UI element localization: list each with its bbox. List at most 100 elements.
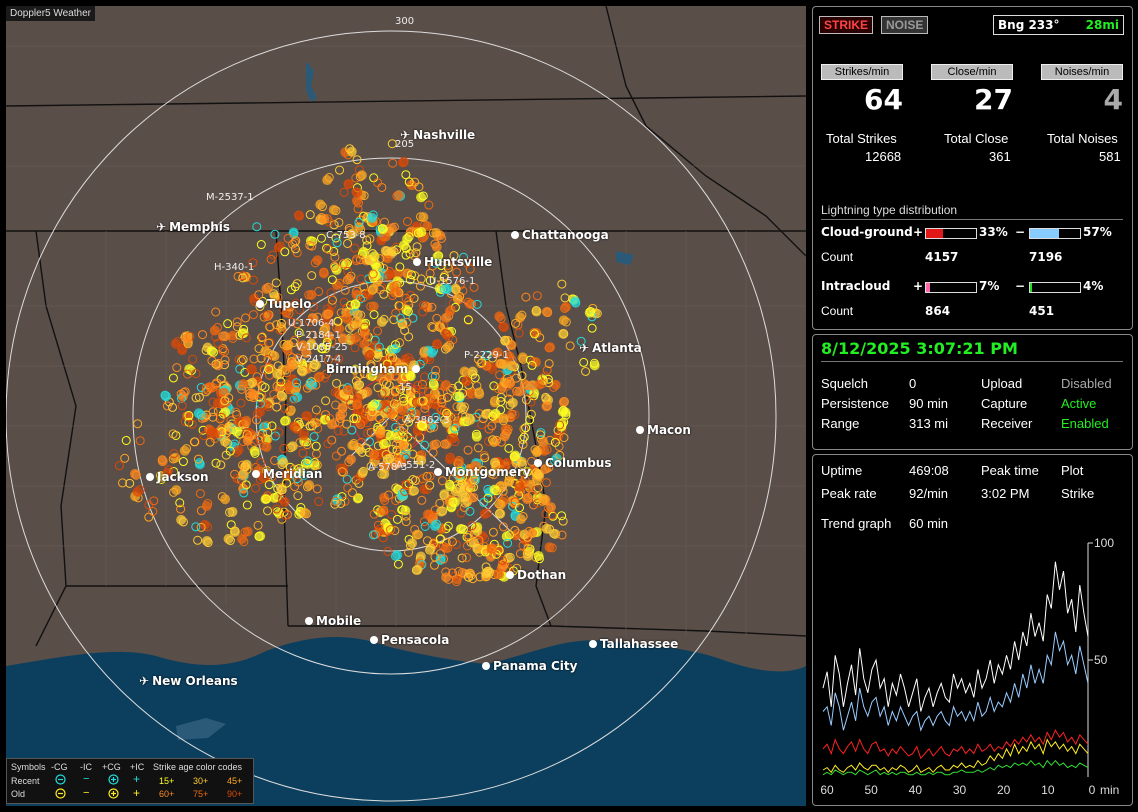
city-columbus[interactable]: Columbus bbox=[534, 456, 612, 470]
strike-density-blob bbox=[489, 457, 500, 468]
strike-marker bbox=[262, 421, 272, 431]
strike-marker bbox=[323, 439, 333, 449]
strike-density-blob bbox=[386, 246, 397, 257]
city-nashville[interactable]: ✈ Nashville bbox=[400, 128, 476, 142]
storm-cell-label[interactable]: V-2417-4 bbox=[296, 354, 342, 365]
plot-value[interactable]: Strike bbox=[1061, 486, 1095, 501]
strike-marker bbox=[401, 453, 411, 463]
strike-density-blob bbox=[321, 309, 332, 320]
strike-marker bbox=[386, 525, 396, 535]
strike-density-blob bbox=[416, 455, 427, 466]
strike-marker bbox=[384, 490, 394, 500]
strike-marker bbox=[522, 467, 532, 477]
city-new-orleans[interactable]: ✈ New Orleans bbox=[139, 674, 238, 688]
strike-marker bbox=[270, 229, 280, 239]
strike-density-blob bbox=[402, 233, 413, 244]
strike-marker bbox=[353, 371, 363, 381]
legend-old-pos-cg-icon bbox=[108, 788, 119, 801]
city-memphis[interactable]: ✈ Memphis bbox=[156, 220, 231, 234]
bearing-distance: 28mi bbox=[1085, 18, 1119, 32]
strike-density-blob bbox=[342, 314, 353, 325]
airport-icon: ✈ bbox=[139, 674, 150, 688]
strike-density-blob bbox=[407, 538, 418, 549]
storm-cell-label[interactable]: U-1706-4 bbox=[288, 318, 335, 329]
legend-head-neg-cg: -CG bbox=[51, 762, 68, 772]
strike-marker bbox=[281, 478, 291, 488]
strike-density-blob bbox=[530, 357, 541, 368]
city-panama-city[interactable]: Panama City bbox=[482, 659, 577, 673]
storm-cell-label[interactable]: A-3862-3 bbox=[404, 415, 450, 426]
strike-density-blob bbox=[352, 187, 363, 198]
strike-marker bbox=[208, 383, 218, 393]
squelch-value: 0 bbox=[909, 376, 917, 391]
storm-cell-label[interactable]: C-753-8 bbox=[326, 230, 366, 241]
strike-density-blob bbox=[281, 470, 292, 481]
strike-marker bbox=[239, 324, 249, 334]
strike-marker bbox=[366, 427, 376, 437]
strike-density-blob bbox=[201, 535, 212, 546]
storm-cell-label[interactable]: H-340-1 bbox=[214, 262, 255, 273]
trend-series-line-3 bbox=[822, 738, 1089, 774]
legend-old-neg-ic-icon: − bbox=[83, 787, 90, 799]
strike-marker bbox=[290, 238, 300, 248]
storm-cell-label[interactable]: A-578-3 bbox=[368, 462, 408, 473]
trend-x-tick-label: 60 bbox=[820, 783, 834, 797]
city-huntsville[interactable]: Huntsville bbox=[413, 255, 492, 269]
city-macon[interactable]: Macon bbox=[636, 423, 691, 437]
strike-marker bbox=[424, 200, 434, 210]
strike-marker bbox=[441, 567, 451, 577]
strike-density-blob bbox=[345, 454, 356, 465]
strike-marker bbox=[354, 217, 364, 227]
storm-cell-label[interactable]: U-1576-1 bbox=[429, 276, 476, 287]
city-meridian[interactable]: Meridian bbox=[252, 467, 322, 481]
strike-marker bbox=[225, 446, 235, 456]
strike-density-blob bbox=[220, 436, 231, 447]
city-atlanta[interactable]: ✈ Atlanta bbox=[579, 341, 642, 355]
strike-density-blob bbox=[389, 281, 400, 292]
strike-marker bbox=[465, 506, 475, 516]
city-montgomery[interactable]: Montgomery bbox=[434, 465, 531, 479]
storm-cell-label[interactable]: A-551-2 bbox=[396, 460, 436, 471]
strike-density-blob bbox=[334, 323, 345, 334]
strike-marker bbox=[463, 445, 473, 455]
strike-density-blob bbox=[278, 457, 289, 468]
city-chattanooga[interactable]: Chattanooga bbox=[511, 228, 609, 242]
strike-stats-panel: STRIKE NOISE Bng 233° 28mi Strikes/min C… bbox=[812, 6, 1133, 330]
ring-label-inner: 15 bbox=[399, 382, 412, 393]
strike-marker bbox=[256, 353, 266, 363]
lightning-map[interactable]: Doppler5 Weather 300 205 15 ✈ Nashville ✈… bbox=[6, 6, 806, 806]
storm-cell-label[interactable]: V-1085-25 bbox=[296, 342, 348, 353]
persistence-label: Persistence bbox=[821, 396, 889, 411]
status-divider bbox=[821, 361, 1123, 362]
trend-x-tick-label: 50 bbox=[864, 783, 878, 797]
strike-marker bbox=[517, 371, 527, 381]
strike-marker bbox=[406, 413, 416, 423]
noise-button[interactable]: NOISE bbox=[881, 16, 929, 34]
strike-density-blob bbox=[412, 529, 423, 540]
strike-marker bbox=[428, 447, 438, 457]
strike-marker bbox=[401, 372, 411, 382]
city-jackson[interactable]: Jackson bbox=[146, 470, 209, 484]
strike-marker bbox=[338, 259, 348, 269]
storm-cell-label[interactable]: P-2229-1 bbox=[464, 350, 509, 361]
storm-cell-label[interactable]: M-2537-1 bbox=[206, 192, 254, 203]
city-tupelo[interactable]: Tupelo bbox=[256, 297, 312, 311]
strike-marker bbox=[280, 247, 290, 257]
strike-marker bbox=[493, 384, 503, 394]
city-pensacola[interactable]: Pensacola bbox=[370, 633, 449, 647]
strike-marker bbox=[464, 484, 474, 494]
strike-density-blob bbox=[398, 440, 409, 451]
city-birmingham[interactable]: Birmingham bbox=[326, 362, 423, 376]
city-dothan[interactable]: Dothan bbox=[506, 568, 566, 582]
strike-button[interactable]: STRIKE bbox=[819, 16, 874, 34]
city-tallahassee[interactable]: Tallahassee bbox=[589, 637, 678, 651]
airport-icon: ✈ bbox=[156, 220, 167, 234]
strike-marker bbox=[331, 233, 341, 243]
strike-marker bbox=[202, 385, 212, 395]
city-mobile[interactable]: Mobile bbox=[305, 614, 361, 628]
strike-marker bbox=[452, 267, 462, 277]
strike-density-blob bbox=[273, 242, 284, 253]
strike-density-blob bbox=[380, 387, 391, 398]
strike-marker bbox=[372, 326, 382, 336]
storm-cell-label[interactable]: P-2184-1 bbox=[296, 330, 341, 341]
